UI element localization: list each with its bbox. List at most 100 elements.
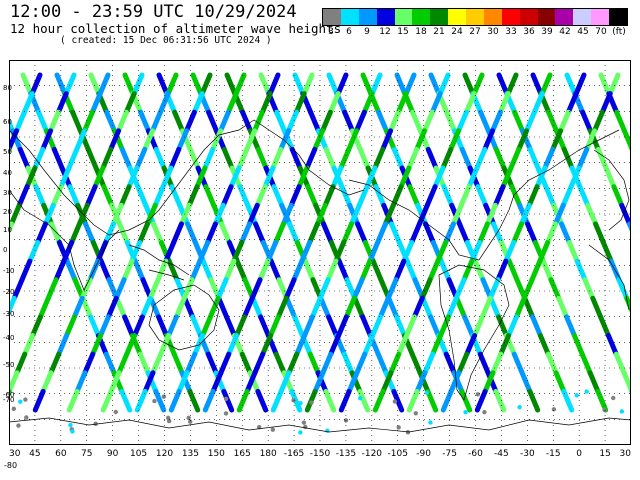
altimeter-track-segment xyxy=(595,388,609,413)
altimeter-track-segment xyxy=(580,109,593,134)
altimeter-track-segment xyxy=(362,333,376,357)
altimeter-track-segment xyxy=(401,240,415,264)
observation-dot xyxy=(188,419,193,424)
altimeter-track-segment xyxy=(491,221,504,245)
altimeter-track-segment xyxy=(307,351,321,376)
altimeter-track-segment xyxy=(441,184,455,208)
longitude-tick-label: 165 xyxy=(233,449,251,459)
altimeter-track-segment xyxy=(370,314,383,339)
altimeter-track-segment xyxy=(505,72,519,97)
latitude-tick-label: -40 xyxy=(3,334,15,342)
altimeter-track-segment xyxy=(312,128,326,152)
altimeter-track-segment xyxy=(490,351,504,376)
longitude-labels: 30 45 60 75 90 105 120 135 150 165 180 -165 -150 -135… xyxy=(9,449,631,463)
altimeter-track-segment xyxy=(527,146,541,171)
altimeter-track-segment xyxy=(361,91,375,115)
altimeter-track-segment xyxy=(85,146,99,171)
legend-swatch xyxy=(358,9,377,25)
altimeter-track-segment xyxy=(63,72,77,97)
altimeter-track-segment xyxy=(210,128,224,152)
altimeter-track-segment xyxy=(616,277,630,301)
altimeter-track-segment xyxy=(346,370,360,394)
altimeter-track-segment xyxy=(380,128,394,152)
map-grid xyxy=(9,60,631,445)
altimeter-track-segment xyxy=(121,258,135,283)
altimeter-track-segment xyxy=(98,258,112,283)
altimeter-track-segment xyxy=(472,314,485,339)
altimeter-track-segment xyxy=(409,221,422,245)
altimeter-track-segment xyxy=(259,91,273,115)
altimeter-track-segment xyxy=(357,146,371,171)
altimeter-track-segment xyxy=(122,314,135,339)
altimeter-track-segment xyxy=(614,109,627,134)
observation-dot xyxy=(584,389,589,394)
altimeter-track-segment xyxy=(187,388,201,413)
altimeter-track-segment xyxy=(302,258,316,283)
altimeter-tracks xyxy=(9,72,631,435)
observation-dot xyxy=(392,399,398,404)
longitude-tick-label: -75 xyxy=(442,449,457,459)
altimeter-track-segment xyxy=(239,221,252,245)
altimeter-track-segment xyxy=(226,333,240,357)
altimeter-track-segment xyxy=(553,370,567,394)
altimeter-track-segment xyxy=(429,91,443,115)
altimeter-track-segment xyxy=(506,314,519,339)
altimeter-track-segment xyxy=(598,314,611,339)
altimeter-track-segment xyxy=(326,314,339,339)
altimeter-track-segment xyxy=(200,314,213,339)
altimeter-track-segment xyxy=(186,184,200,208)
altimeter-track-segment xyxy=(286,351,300,376)
observation-dot xyxy=(413,411,418,416)
altimeter-track-segment xyxy=(338,146,352,171)
altimeter-track-segment xyxy=(253,221,266,245)
altimeter-track-segment xyxy=(289,388,303,413)
altimeter-track-segment xyxy=(443,351,457,376)
altimeter-track-segment xyxy=(51,146,65,171)
altimeter-track-segment xyxy=(103,351,117,376)
latitude-tick-label: -10 xyxy=(3,267,15,275)
altimeter-track-segment xyxy=(163,240,177,264)
altimeter-track-segment xyxy=(221,146,235,171)
altimeter-track-segment xyxy=(585,202,599,227)
altimeter-track-segment xyxy=(155,258,169,283)
altimeter-track-segment xyxy=(184,109,197,134)
legend-swatch xyxy=(519,9,538,25)
altimeter-track-segment xyxy=(558,109,571,134)
altimeter-track-segment xyxy=(105,295,119,320)
altimeter-track-segment xyxy=(457,221,470,245)
altimeter-track-segment xyxy=(160,165,174,190)
altimeter-track-segment xyxy=(14,109,27,134)
altimeter-track-segment xyxy=(354,351,368,376)
altimeter-track-segment xyxy=(113,277,127,301)
observation-dot xyxy=(257,424,262,430)
legend-label: 24 xyxy=(451,27,463,37)
altimeter-track-segment xyxy=(560,184,574,208)
altimeter-track-segment xyxy=(537,333,551,357)
altimeter-track-segment xyxy=(293,91,307,115)
altimeter-track-segment xyxy=(169,184,183,208)
altimeter-track-segment xyxy=(556,295,570,320)
altimeter-track-segment xyxy=(425,388,439,413)
altimeter-track-segment xyxy=(396,333,410,357)
altimeter-track-segment xyxy=(244,370,258,394)
altimeter-track-segment xyxy=(393,258,407,283)
observation-dot xyxy=(18,399,23,404)
altimeter-track-segment xyxy=(380,370,394,394)
latitude-tick-label: -70 xyxy=(3,396,15,404)
altimeter-track-segment xyxy=(599,91,613,115)
altimeter-track-segment xyxy=(157,91,171,115)
altimeter-track-segment xyxy=(134,388,148,413)
altimeter-track-segment xyxy=(336,314,349,339)
altimeter-track-segment xyxy=(540,258,554,283)
altimeter-track-segment xyxy=(74,370,88,394)
altimeter-track-segment xyxy=(219,221,232,245)
altimeter-track-segment xyxy=(414,128,428,152)
altimeter-track-segment xyxy=(398,165,412,190)
legend-swatch xyxy=(609,9,627,25)
coast-africa-east xyxy=(588,244,630,311)
observation-dot xyxy=(574,393,579,398)
altimeter-track-segment xyxy=(335,72,349,97)
observation-dot xyxy=(152,398,157,404)
altimeter-track-segment xyxy=(438,314,451,339)
altimeter-track-segment xyxy=(114,295,128,320)
